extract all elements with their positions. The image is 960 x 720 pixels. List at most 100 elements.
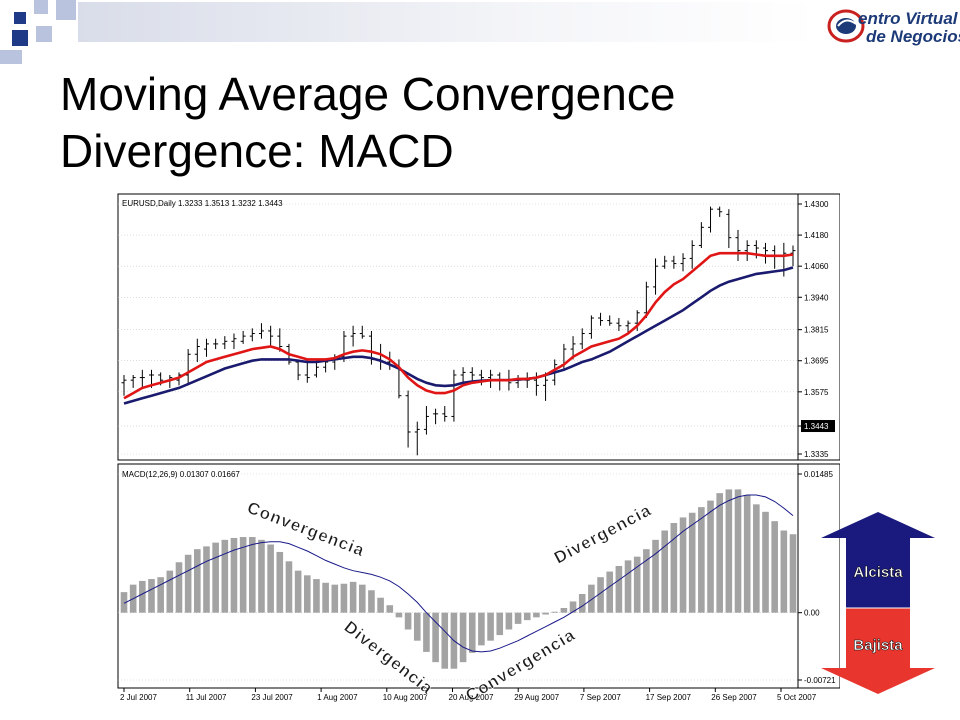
price-panel [117,193,840,461]
price-tick-label: 1.3575 [804,388,829,397]
macd-bar [487,612,494,641]
macd-bars [120,489,797,669]
macd-bar [258,539,265,613]
macd-tick-label: -0.00721 [804,676,836,685]
trend-arrow: Alcista Bajista [821,512,935,694]
header-band [78,2,818,42]
macd-bar [624,560,632,613]
macd-tick-label: 0.00 [804,609,820,618]
logo-globe-icon [827,9,865,43]
macd-bar [349,581,357,613]
macd-bar [331,584,339,613]
macd-bar [588,584,595,613]
decor-square [14,12,26,24]
decor-square [34,0,48,14]
bullish-arrow-icon [821,512,935,608]
price-tick-label: 1.4300 [804,200,829,209]
decor-square [36,26,52,42]
ema-slow-line [123,266,794,405]
macd-bar [606,571,614,613]
macd-bar [249,537,256,613]
price-tick-label: 1.3940 [804,293,829,302]
macd-bar [404,612,412,630]
macd-bar [166,570,174,613]
macd-bar [569,601,577,613]
macd-bar [148,579,155,613]
date-tick-label: 17 Sep 2007 [646,693,692,702]
macd-bar [652,539,659,613]
decor-square [56,0,76,20]
macd-bar [478,612,485,646]
date-ticks: 2 Jul 2007 11 Jul 2007 23 Jul 2007 1 Aug 20… [120,688,817,702]
macd-bar [432,612,439,663]
title-line-1: Moving Average Convergence [60,68,676,120]
bullish-label: Alcista [853,564,903,581]
macd-bar [221,539,229,613]
macd-bar [239,537,247,613]
title-line-2: Divergence: MACD [60,125,454,177]
macd-bar [698,507,705,613]
macd-bar [303,575,311,613]
macd-bar [386,605,394,613]
macd-bar [468,612,476,653]
macd-bar [496,612,504,636]
bearish-arrow-icon [821,608,935,694]
macd-bar [358,584,366,613]
price-tick-label: 1.3695 [804,357,829,366]
candles [121,206,796,456]
macd-bar [423,612,430,652]
macd-bar [615,565,623,613]
current-price-box [801,420,835,433]
date-tick-label: 2 Jul 2007 [120,693,157,702]
macd-bar [395,612,403,618]
macd-bar [597,577,604,613]
macd-bar [322,582,329,613]
macd-bar [670,523,678,613]
macd-bar [771,521,778,613]
macd-bar [267,544,274,613]
macd-bar [789,534,797,613]
macd-bar [212,542,219,613]
date-tick-label: 1 Aug 2007 [317,693,358,702]
macd-bar [688,512,696,613]
macd-bar [780,530,788,613]
macd-bar [661,530,668,613]
date-tick-label: 29 Aug 2007 [514,693,559,702]
macd-bar [413,612,421,641]
macd-bar [725,489,733,613]
macd-bar [633,556,641,613]
decor-square [12,30,28,46]
macd-bar [514,612,522,624]
macd-bar [285,561,293,613]
macd-bar [560,608,568,613]
macd-bar [753,504,760,613]
macd-bar [523,612,531,621]
macd-bar [716,493,723,613]
macd-bar [707,500,714,613]
logo-text-line2: de Negocios [866,27,960,46]
macd-header: MACD(12,26,9) 0.01307 0.01667 [122,470,240,479]
macd-bar [157,577,164,613]
macd-bar [340,583,348,613]
price-tick-label: 1.4180 [804,231,829,240]
price-ticks: 1.4300 1.4180 1.4060 1.3940 1.3815 1.3695 1.35… [798,200,835,459]
macd-bar [542,612,549,615]
slide-title: Moving Average Convergence Divergence: M… [60,66,860,180]
logo-text-line1: entro Virtual [858,9,958,28]
macd-bar [505,612,513,630]
macd-bar [743,495,751,613]
macd-bar [578,593,586,613]
date-tick-label: 11 Jul 2007 [186,693,227,702]
price-tick-label: 1.3335 [804,450,829,459]
date-tick-label: 5 Oct 2007 [777,693,817,702]
date-tick-label: 7 Sep 2007 [580,693,621,702]
macd-bar [139,580,146,613]
macd-grid [118,473,798,681]
macd-bar [294,570,302,613]
macd-bar [194,549,201,613]
macd-bar [368,590,375,613]
macd-bar [175,562,183,613]
macd-bar [643,549,650,613]
macd-bar [762,511,769,613]
macd-bar [441,612,449,669]
